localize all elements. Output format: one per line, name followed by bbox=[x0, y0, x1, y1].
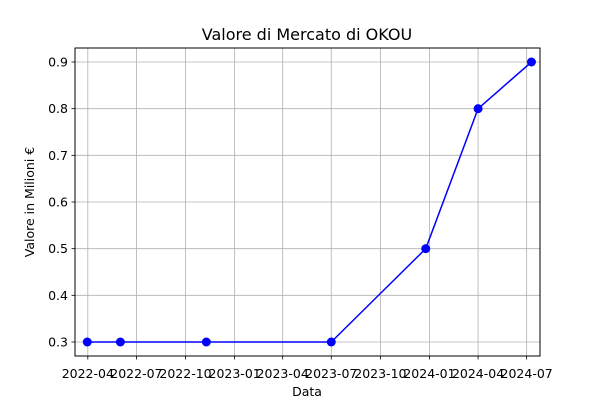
x-tick-label: 2022-04 bbox=[62, 366, 114, 381]
y-axis-ticks: 0.3 0.4 0.5 0.6 0.7 0.8 0.9 bbox=[48, 55, 75, 350]
x-tick-label: 2022-07 bbox=[110, 366, 162, 381]
x-tick-label: 2023-07 bbox=[305, 366, 357, 381]
series-layer bbox=[82, 57, 536, 347]
data-point bbox=[421, 244, 431, 254]
x-tick-label: 2024-04 bbox=[452, 366, 504, 381]
x-tick-label: 2023-04 bbox=[257, 366, 309, 381]
y-tick-label: 0.4 bbox=[48, 288, 68, 303]
y-tick-label: 0.5 bbox=[48, 241, 68, 256]
x-tick-label: 2024-01 bbox=[403, 366, 455, 381]
data-point bbox=[82, 337, 92, 347]
y-tick-label: 0.7 bbox=[48, 148, 68, 163]
x-axis-ticks: 2022-042022-072022-102023-012023-042023-… bbox=[62, 356, 553, 381]
x-tick-label: 2023-10 bbox=[354, 366, 406, 381]
y-tick-label: 0.3 bbox=[48, 335, 68, 350]
y-tick-label: 0.9 bbox=[48, 55, 68, 70]
x-axis-label: Data bbox=[292, 384, 322, 399]
data-point bbox=[115, 337, 125, 347]
y-axis-label: Valore in Milioni € bbox=[22, 147, 37, 257]
x-tick-label: 2024-07 bbox=[501, 366, 553, 381]
data-point bbox=[201, 337, 211, 347]
data-point bbox=[473, 104, 483, 114]
x-tick-label: 2022-10 bbox=[159, 366, 211, 381]
data-point bbox=[526, 57, 536, 67]
x-tick-label: 2023-01 bbox=[209, 366, 261, 381]
y-tick-label: 0.8 bbox=[48, 101, 68, 116]
chart-title: Valore di Mercato di OKOU bbox=[202, 25, 412, 44]
data-point bbox=[326, 337, 336, 347]
y-tick-label: 0.6 bbox=[48, 195, 68, 210]
